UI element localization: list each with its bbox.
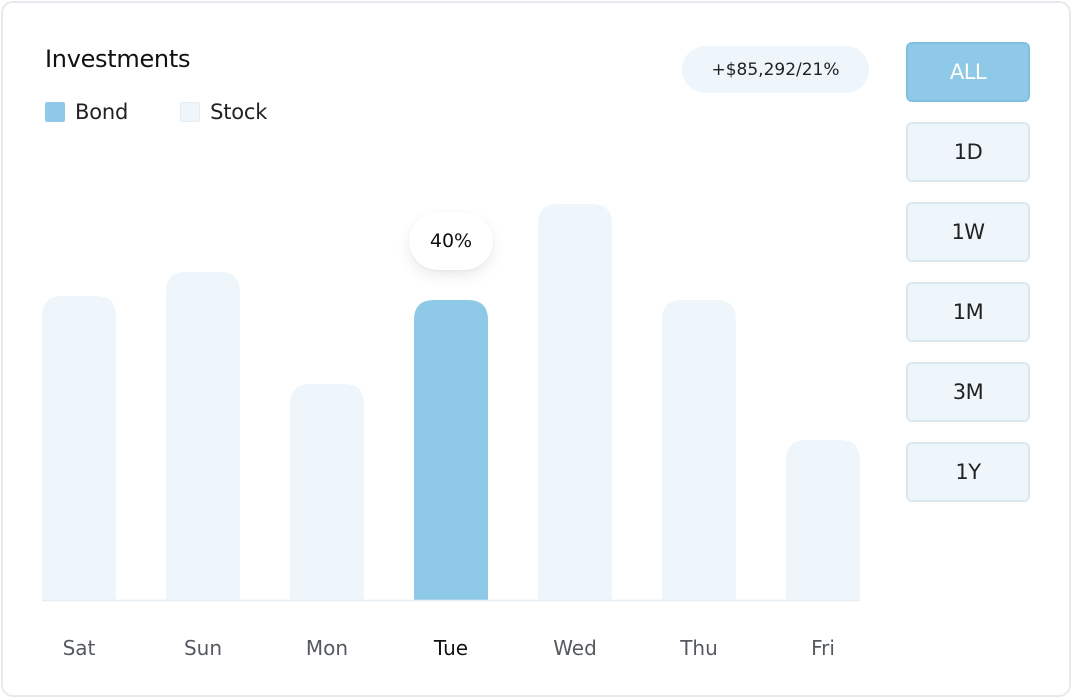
range-button-3m[interactable]: 3M	[906, 362, 1030, 422]
x-tick-label: Thu	[679, 636, 718, 660]
range-button-1m[interactable]: 1M	[906, 282, 1030, 342]
bar-tue[interactable]	[414, 300, 488, 600]
chart-legend: Bond Stock	[45, 100, 267, 124]
bar-sun[interactable]	[166, 272, 240, 600]
time-range-selector: ALL 1D 1W 1M 3M 1Y	[906, 42, 1030, 502]
legend-swatch-bond	[45, 102, 65, 122]
x-tick-label: Sun	[184, 636, 222, 660]
x-tick-label: Tue	[433, 636, 468, 660]
range-button-1y[interactable]: 1Y	[906, 442, 1030, 502]
bar-thu[interactable]	[662, 300, 736, 600]
legend-swatch-stock	[180, 102, 201, 122]
legend-item-bond: Bond	[45, 100, 128, 124]
x-tick-label: Fri	[811, 636, 835, 660]
bar-tooltip: 40%	[409, 212, 493, 270]
range-button-all[interactable]: ALL	[906, 42, 1030, 102]
range-button-1w[interactable]: 1W	[906, 202, 1030, 262]
summary-badge: +$85,292/21%	[682, 46, 869, 93]
bar-mon[interactable]	[290, 384, 364, 600]
bar-sat[interactable]	[42, 296, 116, 600]
x-tick-label: Sat	[63, 636, 96, 660]
legend-label-bond: Bond	[75, 100, 129, 124]
card-title: Investments	[45, 45, 191, 73]
x-tick-label: Mon	[306, 636, 348, 660]
legend-item-stock: Stock	[180, 100, 267, 124]
bar-wed[interactable]	[538, 204, 612, 600]
x-tick-label: Wed	[553, 636, 597, 660]
legend-label-stock: Stock	[210, 100, 268, 124]
bar-fri[interactable]	[786, 440, 860, 600]
range-button-1d[interactable]: 1D	[906, 122, 1030, 182]
